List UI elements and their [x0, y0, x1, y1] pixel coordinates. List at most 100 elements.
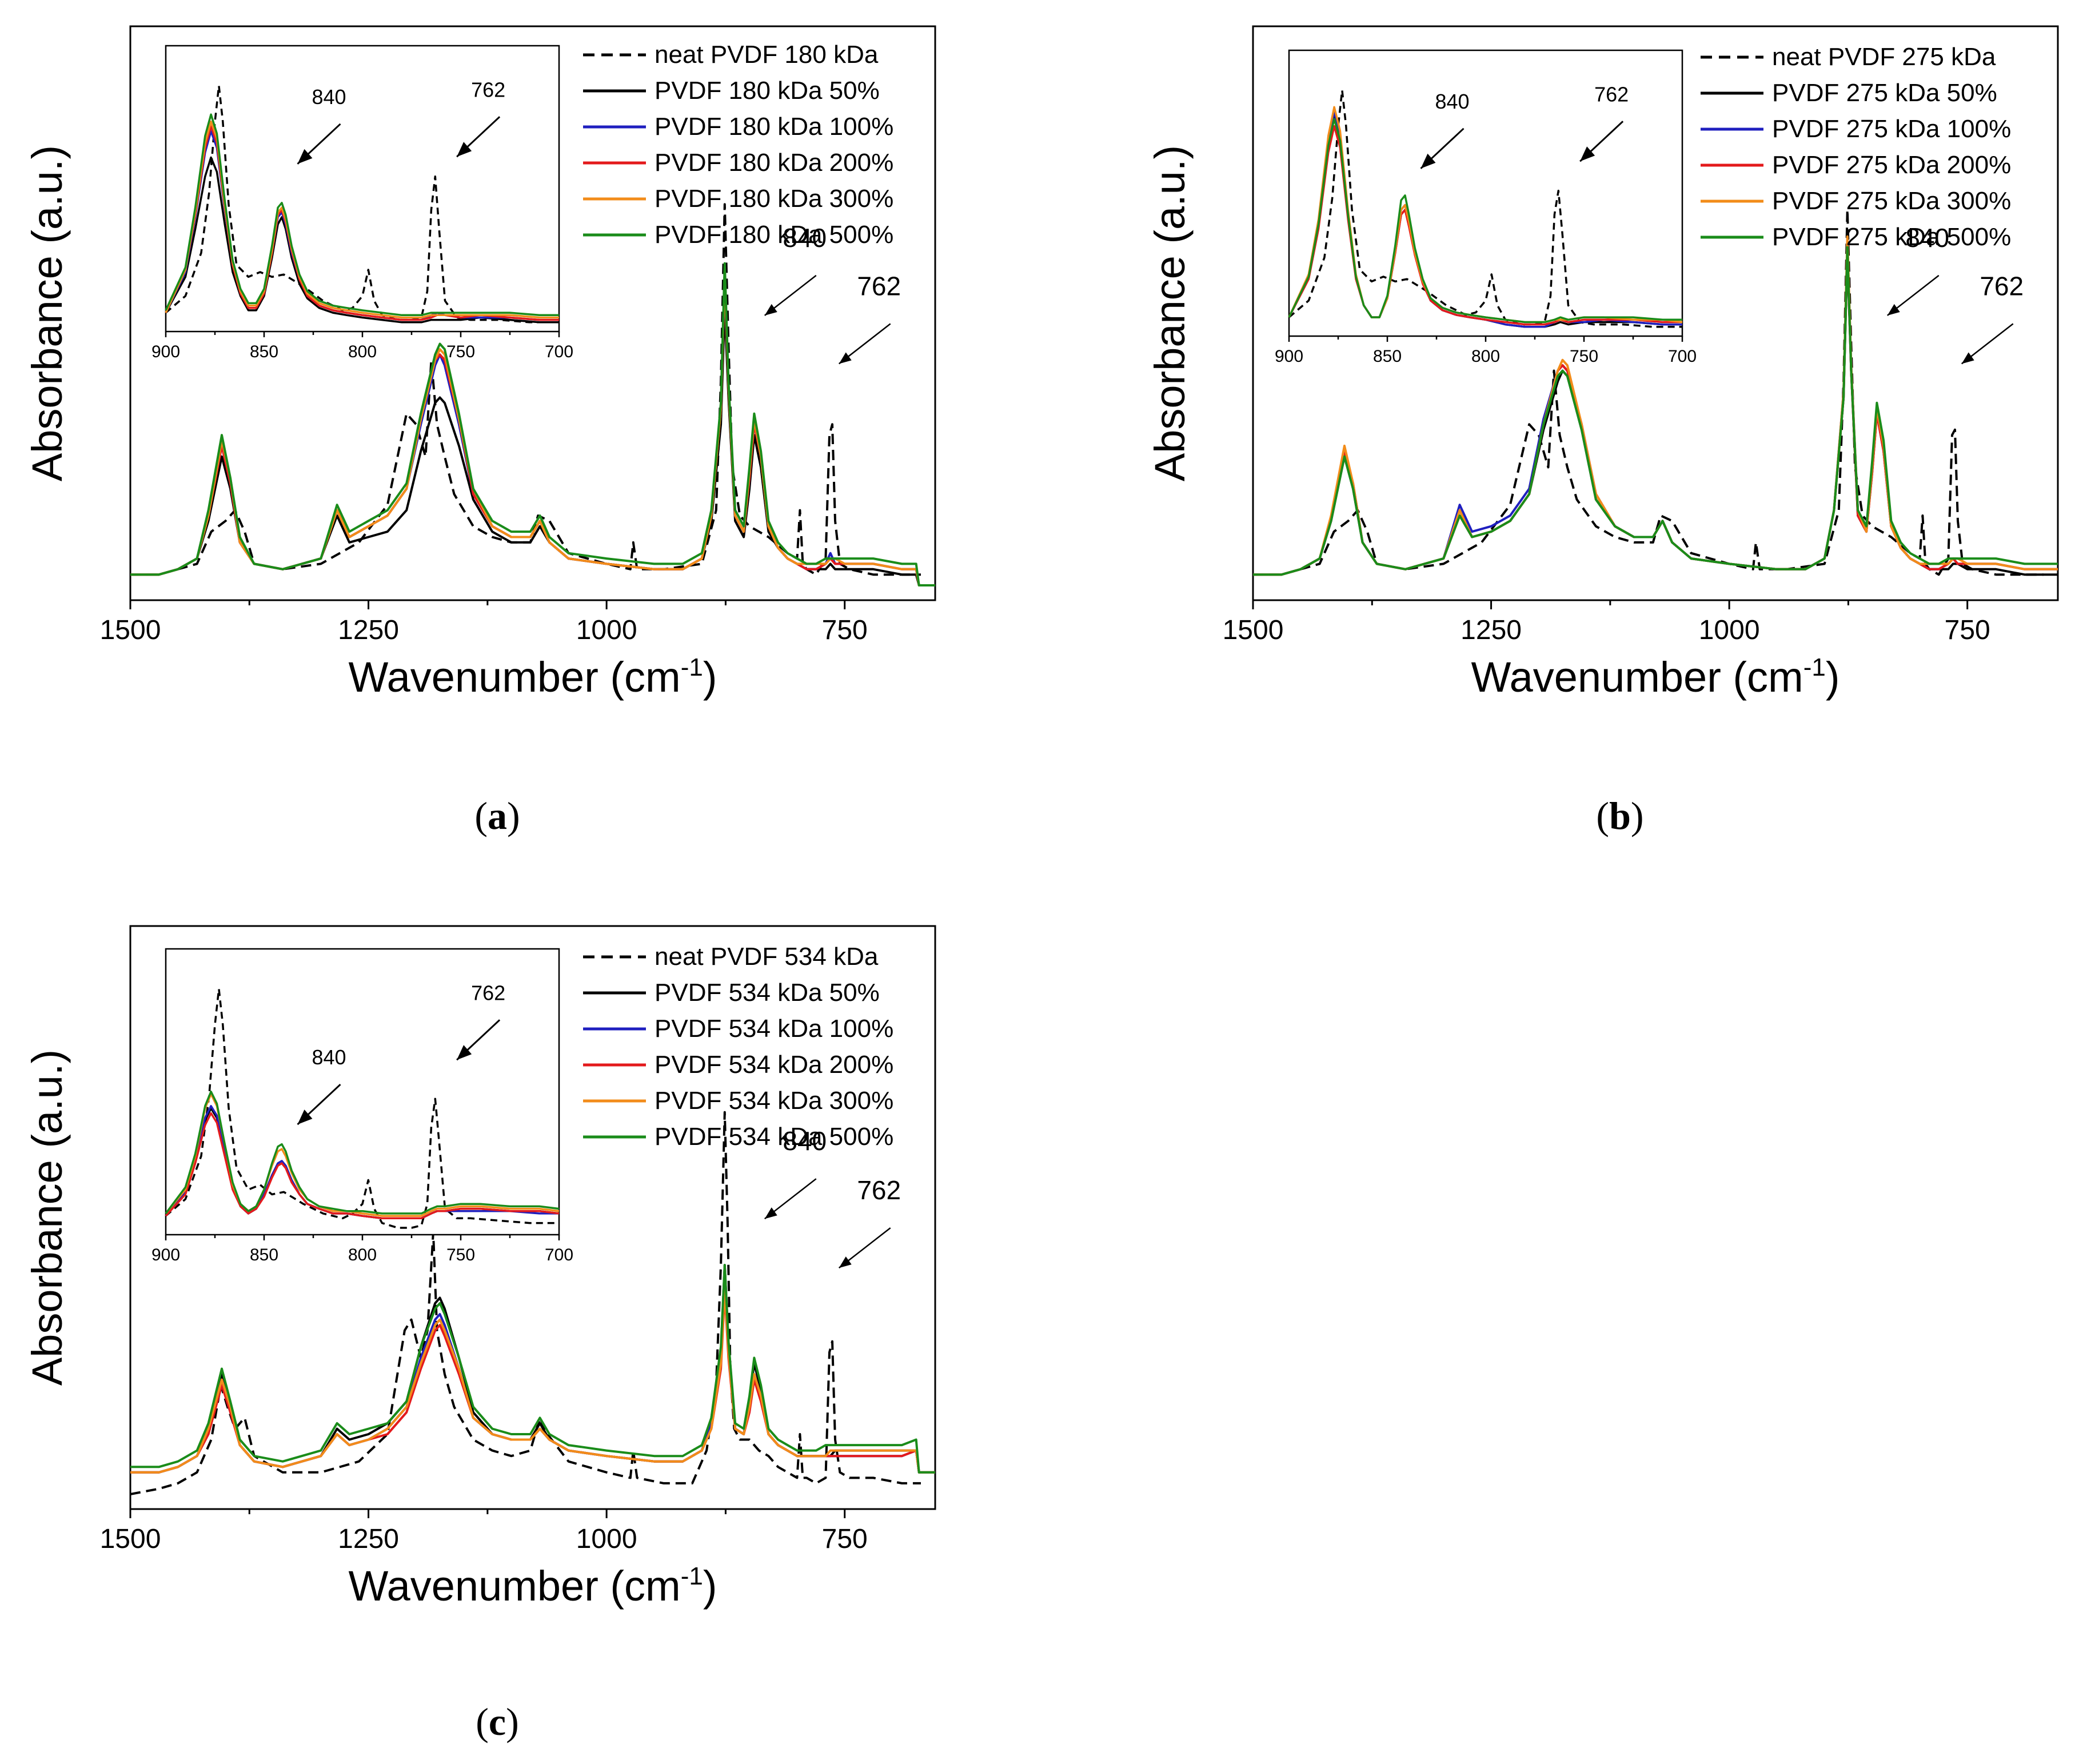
- inset-arrow-head: [297, 149, 313, 164]
- arrow-head: [839, 1256, 852, 1268]
- inset-x-tick-label: 700: [545, 1246, 573, 1264]
- inset-series-line-5: [1288, 118, 1682, 324]
- inset-arrow-head: [1420, 153, 1436, 169]
- legend-label-0: neat PVDF 275 kDa: [1772, 43, 1996, 71]
- x-tick-label: 1500: [100, 1524, 161, 1554]
- legend-label-0: neat PVDF 534 kDa: [655, 943, 879, 971]
- x-tick-label: 750: [822, 1524, 868, 1554]
- inset-x-tick-label: 750: [1570, 347, 1598, 366]
- peak-label-840: 840: [783, 223, 827, 253]
- legend-label-4: PVDF 180 kDa 300%: [655, 185, 893, 213]
- x-axis-label: Wavenumber (cm-1): [349, 653, 717, 701]
- peak-label-762: 762: [857, 1175, 901, 1205]
- inset-x-tick-label: 900: [1275, 347, 1303, 366]
- legend-label-3: PVDF 275 kDa 200%: [1772, 151, 2011, 179]
- inset-x-tick-label: 900: [151, 1246, 180, 1264]
- inset-arrow-head: [457, 1045, 472, 1060]
- panel-caption: (b): [1596, 794, 1643, 837]
- inset-x-tick-label: 700: [1668, 347, 1697, 366]
- inset-x-tick-label: 750: [446, 1246, 475, 1264]
- legend-label-2: PVDF 180 kDa 100%: [655, 113, 893, 141]
- inset-peak-label-762: 762: [471, 78, 505, 101]
- inset-arrow-head: [1580, 146, 1595, 162]
- peak-label-762: 762: [857, 271, 901, 301]
- inset-x-tick-label: 800: [1471, 347, 1500, 366]
- x-tick-label: 1000: [576, 615, 637, 645]
- panel-caption: (c): [476, 1700, 519, 1743]
- inset-series-line-0: [165, 85, 559, 324]
- series-line-0: [1253, 208, 2044, 576]
- inset-x-tick-label: 850: [250, 1246, 278, 1264]
- chart-panel-b: 1500 1250 1000 750 Wavenumber (cm-1) Absorban…: [1146, 25, 2059, 837]
- legend-label-3: PVDF 534 kDa 200%: [655, 1051, 893, 1079]
- plot-frame: [1252, 25, 2059, 601]
- x-tick-label: 1000: [1699, 615, 1760, 645]
- x-tick-label: 750: [1945, 615, 1990, 645]
- chart-panel-a: 1500 1250 1000 750 Wavenumber (cm-1) Absorban…: [23, 25, 936, 837]
- inset-x-tick-label: 850: [1373, 347, 1402, 366]
- y-axis-label: Absorbance (a.u.): [23, 1049, 71, 1386]
- legend-label-3: PVDF 180 kDa 200%: [655, 149, 893, 177]
- inset-x-tick-label: 900: [151, 342, 180, 361]
- inset-series-line-0: [165, 988, 559, 1229]
- x-tick-label: 1250: [338, 1524, 399, 1554]
- legend-label-4: PVDF 275 kDa 300%: [1772, 187, 2011, 215]
- inset-peak-label-840: 840: [1435, 90, 1469, 113]
- chart-panel-c: 1500 1250 1000 750 Wavenumber (cm-1) Absorban…: [23, 925, 936, 1743]
- x-tick-label: 1250: [1461, 615, 1522, 645]
- inset-arrow-head: [457, 142, 472, 157]
- arrow-head: [1961, 352, 1974, 364]
- legend-label-5: PVDF 180 kDa 500%: [655, 221, 893, 249]
- legend-label-1: PVDF 275 kDa 50%: [1772, 79, 1997, 107]
- plot-frame: [129, 25, 936, 601]
- legend-label-2: PVDF 275 kDa 100%: [1772, 115, 2011, 143]
- inset-series-line-1: [165, 156, 559, 324]
- x-axis-label: Wavenumber (cm-1): [1471, 653, 1840, 701]
- inset-series-line-0: [1288, 89, 1682, 328]
- panel-caption: (a): [474, 794, 520, 837]
- x-tick-label: 1500: [1223, 615, 1284, 645]
- x-axis-label: Wavenumber (cm-1): [349, 1562, 717, 1610]
- arrow-head: [764, 304, 777, 316]
- series-line-5: [130, 1264, 935, 1474]
- legend-label-5: PVDF 534 kDa 500%: [655, 1123, 893, 1151]
- arrow-head: [839, 352, 852, 364]
- inset-series-line-3: [165, 1112, 560, 1220]
- inset-x-tick-label: 750: [446, 342, 475, 361]
- peak-label-840: 840: [1905, 223, 1949, 253]
- legend-label-0: neat PVDF 180 kDa: [655, 41, 879, 69]
- x-tick-label: 1250: [338, 615, 399, 645]
- inset-peak-label-762: 762: [1594, 82, 1629, 106]
- inset-frame: [165, 45, 560, 333]
- series-line-0: [130, 1111, 921, 1495]
- inset-arrow-head: [297, 1110, 313, 1125]
- inset-peak-label-840: 840: [312, 85, 346, 109]
- legend-label-4: PVDF 534 kDa 300%: [655, 1087, 893, 1115]
- y-axis-label: Absorbance (a.u.): [23, 145, 71, 481]
- series-line-5: [130, 262, 935, 586]
- series-line-5: [1253, 246, 2058, 576]
- legend-label-1: PVDF 180 kDa 50%: [655, 77, 880, 105]
- legend-label-1: PVDF 534 kDa 50%: [655, 979, 880, 1007]
- inset-series-line-5: [165, 113, 559, 317]
- peak-label-840: 840: [783, 1126, 827, 1156]
- x-tick-label: 1000: [576, 1524, 637, 1554]
- inset-series-line-5: [165, 1090, 560, 1215]
- inset-x-tick-label: 800: [348, 1246, 377, 1264]
- series-line-4: [130, 1286, 935, 1474]
- y-axis-label: Absorbance (a.u.): [1146, 145, 1194, 481]
- x-tick-label: 750: [822, 615, 868, 645]
- legend-label-2: PVDF 534 kDa 100%: [655, 1015, 893, 1043]
- inset-peak-label-840: 840: [312, 1045, 346, 1069]
- arrow-head: [764, 1207, 777, 1219]
- arrow-head: [1887, 304, 1900, 316]
- inset-x-tick-label: 800: [348, 342, 377, 361]
- legend-label-5: PVDF 275 kDa 500%: [1772, 223, 2011, 251]
- x-tick-label: 1500: [100, 615, 161, 645]
- inset-x-tick-label: 700: [545, 342, 573, 361]
- inset-x-tick-label: 850: [250, 342, 278, 361]
- plot-frame: [129, 925, 936, 1510]
- peak-label-762: 762: [1980, 271, 2024, 301]
- inset-peak-label-762: 762: [471, 981, 505, 1004]
